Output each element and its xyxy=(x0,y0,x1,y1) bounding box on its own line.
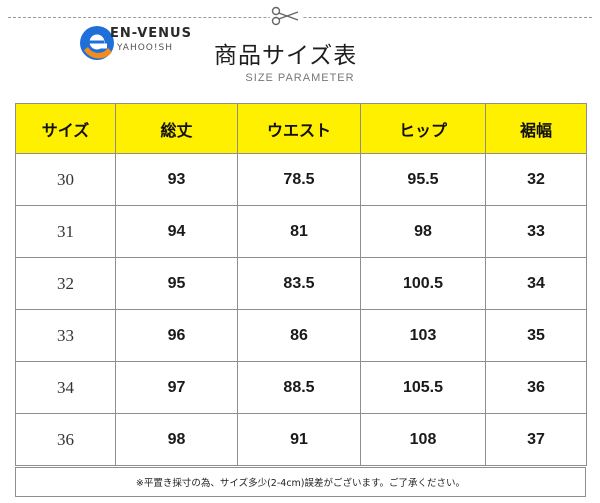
page-subtitle: SIZE PARAMETER xyxy=(245,72,355,84)
cell-waist: 78.5 xyxy=(237,153,361,206)
cell-length: 96 xyxy=(115,309,238,362)
table-row: 34 97 88.5 105.5 36 xyxy=(15,361,587,414)
cell-length: 97 xyxy=(115,361,238,414)
cell-hem: 32 xyxy=(485,153,587,206)
cell-hem: 36 xyxy=(485,361,587,414)
cell-hem: 37 xyxy=(485,413,587,466)
cell-hem: 34 xyxy=(485,257,587,310)
cell-size: 36 xyxy=(15,413,116,466)
cell-hem: 35 xyxy=(485,309,587,362)
table-row: 36 98 91 108 37 xyxy=(15,413,587,466)
table-row: 30 93 78.5 95.5 32 xyxy=(15,153,587,206)
cell-size: 33 xyxy=(15,309,116,362)
header-length: 総丈 xyxy=(115,103,238,154)
cell-hip: 105.5 xyxy=(360,361,486,414)
table-row: 32 95 83.5 100.5 34 xyxy=(15,257,587,310)
table-row: 31 94 81 98 33 xyxy=(15,205,587,258)
header-hip: ヒップ xyxy=(360,103,486,154)
brand-logo-icon xyxy=(78,22,238,68)
cell-size: 31 xyxy=(15,205,116,258)
cell-waist: 81 xyxy=(237,205,361,258)
cell-waist: 86 xyxy=(237,309,361,362)
cell-size: 32 xyxy=(15,257,116,310)
cell-hip: 108 xyxy=(360,413,486,466)
measurement-note: ※平置き採寸の為、サイズ多少(2-4cm)誤差がございます。ご了承ください。 xyxy=(15,467,586,497)
page-title: 商品サイズ表 xyxy=(214,43,358,69)
header-waist: ウエスト xyxy=(237,103,361,154)
table-header-row: サイズ 総丈 ウエスト ヒップ 裾幅 xyxy=(15,103,587,154)
cell-hip: 95.5 xyxy=(360,153,486,206)
cell-length: 93 xyxy=(115,153,238,206)
header-size: サイズ xyxy=(15,103,116,154)
cell-hip: 100.5 xyxy=(360,257,486,310)
brand-name: EN-VENUS xyxy=(110,26,192,41)
scissors-icon xyxy=(270,5,302,27)
cell-hip: 103 xyxy=(360,309,486,362)
cell-waist: 91 xyxy=(237,413,361,466)
cell-length: 95 xyxy=(115,257,238,310)
header-hem: 裾幅 xyxy=(485,103,587,154)
cell-length: 98 xyxy=(115,413,238,466)
size-table: サイズ 総丈 ウエスト ヒップ 裾幅 30 93 78.5 95.5 32 31… xyxy=(15,103,587,466)
cell-hip: 98 xyxy=(360,205,486,258)
cell-waist: 88.5 xyxy=(237,361,361,414)
cell-length: 94 xyxy=(115,205,238,258)
brand-sub: YAHOO!SH xyxy=(117,43,173,53)
cell-size: 34 xyxy=(15,361,116,414)
table-row: 33 96 86 103 35 xyxy=(15,309,587,362)
cell-waist: 83.5 xyxy=(237,257,361,310)
cell-hem: 33 xyxy=(485,205,587,258)
cell-size: 30 xyxy=(15,153,116,206)
measurement-note-text: ※平置き採寸の為、サイズ多少(2-4cm)誤差がございます。ご了承ください。 xyxy=(135,478,466,489)
